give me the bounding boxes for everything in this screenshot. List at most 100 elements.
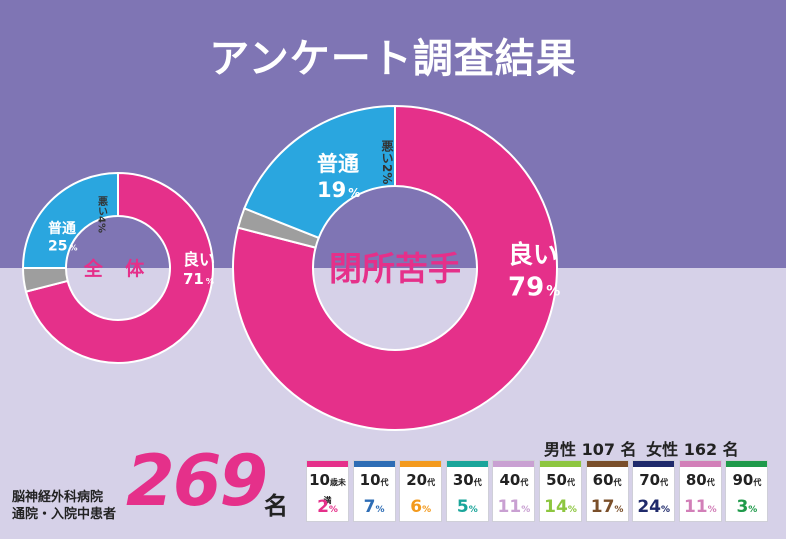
age-percent-unit: % [661, 505, 671, 515]
age-percent: 7 [363, 497, 376, 517]
age-number: 40 [499, 471, 521, 489]
age-label: 10歳未満 [307, 471, 348, 507]
age-column: 60代 17% [585, 460, 629, 522]
age-suffix: 代 [380, 478, 389, 487]
age-suffix: 代 [753, 478, 762, 487]
age-number: 20 [406, 471, 428, 489]
age-value: 11% [493, 497, 534, 517]
age-color-bar [540, 461, 581, 467]
age-number: 50 [546, 471, 567, 489]
age-label: 10代 [354, 471, 395, 489]
age-percent-unit: % [422, 505, 432, 515]
age-label: 60代 [587, 471, 628, 489]
age-color-bar [307, 461, 348, 467]
age-column: 20代 6% [399, 460, 443, 522]
age-column: 90代 3% [725, 460, 769, 522]
age-breakdown: 10歳未満 2% 10代 7% 20代 6% 30代 5% 40代 11% 50代 14% 60代 17%… [306, 460, 772, 522]
age-percent: 24 [637, 497, 661, 517]
age-label: 20代 [400, 471, 441, 489]
age-value: 3% [726, 497, 767, 517]
slice-unit: % [546, 283, 560, 299]
age-value: 7% [354, 497, 395, 517]
age-label: 30代 [447, 471, 488, 489]
age-label: 70代 [633, 471, 674, 489]
age-number: 70 [639, 471, 661, 489]
age-value: 6% [400, 497, 441, 517]
age-color-bar [493, 461, 535, 467]
age-column: 80代 11% [678, 460, 722, 522]
age-percent-unit: % [707, 505, 717, 515]
age-percent: 3 [736, 497, 749, 517]
age-number: 80 [685, 471, 707, 489]
age-color-bar [586, 461, 628, 467]
age-value: 24% [633, 497, 674, 517]
age-column: 10代 7% [352, 460, 396, 522]
age-suffix: 代 [566, 478, 575, 487]
age-color-bar [726, 461, 768, 467]
slice-good [232, 104, 558, 431]
slice-label-bad: 悪い2% [380, 140, 394, 185]
age-percent: 14 [544, 497, 568, 517]
donut-center-title: 全 体 [83, 257, 153, 280]
age-percent-unit: % [328, 505, 338, 515]
age-value: 14% [540, 497, 581, 517]
age-suffix: 代 [473, 478, 482, 487]
age-value: 2% [307, 497, 348, 517]
age-number: 60 [592, 471, 614, 489]
age-percent-unit: % [614, 505, 624, 515]
age-value: 5% [447, 497, 488, 517]
age-percent: 17 [590, 497, 615, 517]
age-column: 70代 24% [632, 460, 676, 522]
male-count: 男性 107 名 [544, 440, 637, 459]
age-suffix: 代 [613, 478, 622, 487]
age-value: 17% [587, 497, 628, 517]
age-label: 40代 [493, 471, 534, 489]
age-number: 10 [309, 471, 330, 489]
slice-label-good: 良い [183, 250, 215, 269]
age-column: 10歳未満 2% [306, 460, 349, 522]
slice-label-normal: 普通 [48, 220, 76, 237]
slice-good [24, 171, 214, 364]
slice-normal [21, 171, 119, 269]
age-color-bar [353, 461, 395, 467]
age-color-bar [679, 461, 721, 467]
donut-center-title: 閉所苦手 [329, 249, 461, 288]
age-column: 30代 5% [445, 460, 489, 522]
hospital-name: 脳神経外科病院 [12, 490, 104, 505]
age-column: 40代 11% [492, 460, 536, 522]
age-number: 30 [452, 471, 474, 489]
gender-breakdown: 男性 107 名 女性 162 名 [544, 436, 743, 460]
donut-chart-1: 全 体良い71 %悪い4%普通25% [21, 171, 215, 364]
age-value: 11% [680, 497, 721, 517]
age-percent: 5 [456, 497, 469, 517]
age-percent: 2 [317, 497, 329, 517]
age-label: 90代 [726, 471, 767, 489]
age-suffix: 歳未満 [323, 478, 346, 505]
age-percent-unit: % [567, 505, 577, 515]
slice-unit: % [206, 277, 214, 286]
age-suffix: 代 [706, 478, 715, 487]
age-column: 50代 14% [539, 460, 582, 522]
patient-group: 通院・入院中患者 [12, 507, 117, 522]
slice-label-normal: 普通 [317, 152, 359, 176]
age-color-bar [633, 461, 675, 467]
age-number: 90 [732, 471, 754, 489]
age-percent-unit: % [375, 505, 385, 515]
age-label: 80代 [680, 471, 721, 489]
age-percent-unit: % [521, 505, 531, 515]
age-suffix: 代 [427, 478, 436, 487]
slice-unit: % [69, 244, 77, 253]
slice-label-good: 良い [508, 240, 558, 269]
age-label: 50代 [540, 471, 581, 489]
slice-normal [243, 104, 396, 240]
age-percent: 11 [497, 497, 522, 517]
age-suffix: 代 [660, 478, 669, 487]
age-color-bar [446, 461, 488, 467]
age-percent-unit: % [748, 505, 758, 515]
age-suffix: 代 [520, 478, 529, 487]
female-count: 女性 162 名 [646, 440, 739, 459]
slice-unit: % [348, 186, 360, 200]
